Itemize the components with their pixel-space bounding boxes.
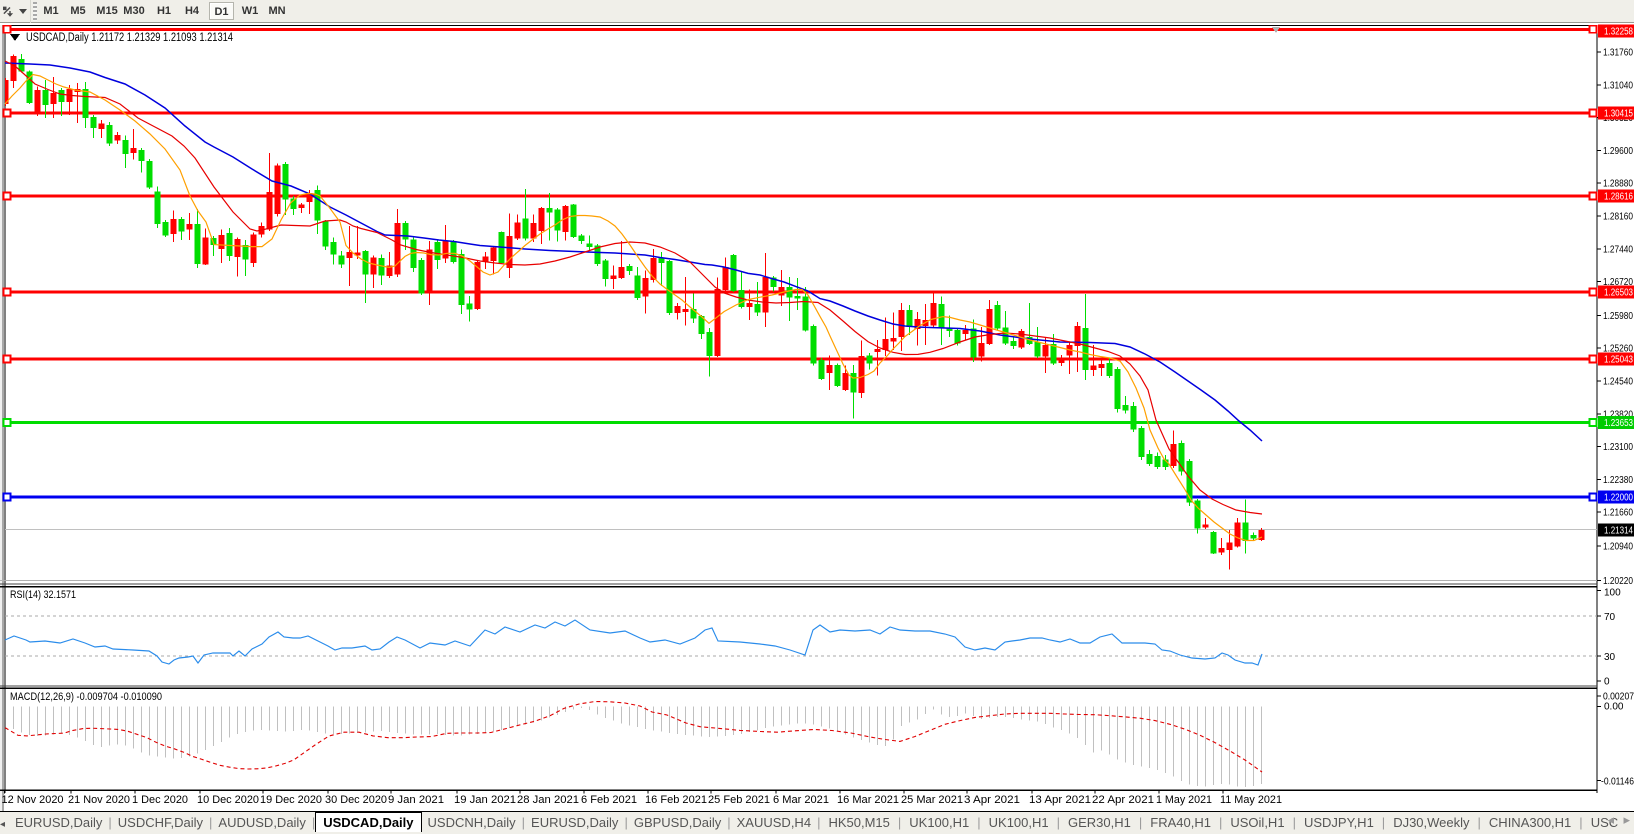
svg-text:70: 70: [1604, 612, 1616, 623]
svg-text:0: 0: [1604, 677, 1610, 688]
svg-text:1.21660: 1.21660: [1603, 508, 1633, 519]
svg-text:11 May 2021: 11 May 2021: [1220, 794, 1282, 806]
svg-text:MACD(12,26,9) -0.009704 -0.010: MACD(12,26,9) -0.009704 -0.010090: [10, 691, 162, 703]
svg-text:1.31760: 1.31760: [1603, 48, 1633, 59]
svg-text:3 Apr 2021: 3 Apr 2021: [964, 794, 1020, 806]
svg-text:0.00207: 0.00207: [1603, 692, 1634, 703]
svg-text:28 Jan 2021: 28 Jan 2021: [517, 794, 579, 806]
svg-text:1.26720: 1.26720: [1603, 277, 1633, 288]
svg-text:1.32258: 1.32258: [1604, 27, 1633, 38]
svg-text:25 Mar 2021: 25 Mar 2021: [901, 794, 963, 806]
svg-text:-0.01146: -0.01146: [1601, 777, 1634, 788]
svg-text:16 Feb 2021: 16 Feb 2021: [645, 794, 707, 806]
svg-text:1.20940: 1.20940: [1603, 541, 1633, 552]
svg-text:1.23653: 1.23653: [1604, 418, 1633, 429]
svg-text:1.20220: 1.20220: [1603, 576, 1633, 587]
svg-text:1.22000: 1.22000: [1604, 493, 1633, 504]
svg-text:6 Feb 2021: 6 Feb 2021: [581, 794, 637, 806]
svg-text:1.28616: 1.28616: [1604, 192, 1633, 203]
svg-text:1.22380: 1.22380: [1603, 475, 1633, 486]
svg-text:16 Mar 2021: 16 Mar 2021: [837, 794, 899, 806]
svg-text:1.25043: 1.25043: [1604, 355, 1633, 366]
svg-text:1.24540: 1.24540: [1603, 377, 1633, 388]
svg-text:0.00: 0.00: [1604, 702, 1624, 713]
svg-text:1.21314: 1.21314: [1604, 526, 1633, 537]
svg-text:19 Dec 2020: 19 Dec 2020: [260, 794, 322, 806]
svg-text:9 Jan 2021: 9 Jan 2021: [388, 794, 444, 806]
svg-text:1.28880: 1.28880: [1603, 179, 1633, 190]
svg-text:100: 100: [1604, 588, 1621, 599]
svg-text:1 Dec 2020: 1 Dec 2020: [132, 794, 188, 806]
svg-text:30: 30: [1604, 652, 1616, 663]
svg-text:13 Apr 2021: 13 Apr 2021: [1029, 794, 1091, 806]
svg-text:1.23820: 1.23820: [1603, 409, 1633, 420]
svg-text:1.26503: 1.26503: [1604, 288, 1633, 299]
svg-text:1.30415: 1.30415: [1604, 109, 1633, 120]
svg-text:1.25980: 1.25980: [1603, 311, 1633, 322]
svg-text:1.29600: 1.29600: [1603, 146, 1633, 157]
svg-text:19 Jan 2021: 19 Jan 2021: [454, 794, 516, 806]
svg-text:12 Nov 2020: 12 Nov 2020: [2, 794, 64, 806]
svg-text:1.23100: 1.23100: [1603, 442, 1633, 453]
svg-text:1.28160: 1.28160: [1603, 212, 1633, 223]
svg-text:USDCAD,Daily 1.21172 1.21329: USDCAD,Daily 1.21172 1.21329 1.21093 1.2…: [26, 32, 233, 44]
svg-text:1.25260: 1.25260: [1603, 344, 1633, 355]
svg-text:1.31040: 1.31040: [1603, 80, 1633, 91]
svg-text:6 Mar 2021: 6 Mar 2021: [773, 794, 829, 806]
svg-text:1 May 2021: 1 May 2021: [1156, 794, 1212, 806]
svg-text:30 Dec 2020: 30 Dec 2020: [325, 794, 387, 806]
svg-text:22 Apr 2021: 22 Apr 2021: [1092, 794, 1154, 806]
svg-text:1.27440: 1.27440: [1603, 244, 1633, 255]
svg-text:RSI(14) 32.1571: RSI(14) 32.1571: [10, 589, 76, 601]
svg-text:21 Nov 2020: 21 Nov 2020: [68, 794, 130, 806]
svg-text:25 Feb 2021: 25 Feb 2021: [708, 794, 770, 806]
svg-text:10 Dec 2020: 10 Dec 2020: [197, 794, 259, 806]
